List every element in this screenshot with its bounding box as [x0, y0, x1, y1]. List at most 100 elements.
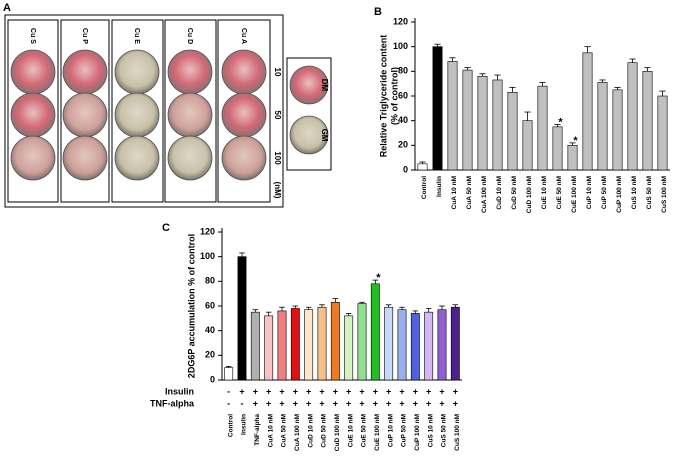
bar	[450, 306, 460, 381]
significance-mark: *	[376, 272, 381, 284]
bar	[417, 163, 428, 171]
bar	[264, 315, 274, 381]
bar	[344, 315, 354, 381]
x-tick-label: CuE 10 nM	[347, 414, 354, 447]
bar	[290, 308, 300, 381]
condition-sign: +	[359, 398, 364, 408]
x-tick-label: CuE 10 nM	[541, 176, 548, 209]
y-tick-label: 0	[210, 374, 215, 384]
row-label: 100	[273, 151, 282, 165]
bar	[462, 69, 473, 171]
x-tick-label: CuA 50 nM	[281, 414, 288, 447]
x-tick-label: CuD 100 nM	[334, 414, 341, 451]
x-tick-label: CuS 10 nM	[631, 176, 638, 209]
y-tick-label: 40	[205, 325, 215, 335]
panel-a: A	[3, 2, 332, 208]
y-tick-label: 60	[398, 90, 408, 100]
y-axis-label: (% of control)	[389, 67, 399, 125]
bar	[597, 82, 608, 171]
control-label: DM	[320, 79, 329, 92]
column-label: Cu A	[240, 28, 247, 44]
condition-sign: +	[279, 386, 284, 396]
condition-sign: +	[453, 398, 458, 408]
bar	[304, 309, 314, 381]
bar	[357, 303, 367, 381]
condition-sign: +	[399, 398, 404, 408]
x-tick-label: Insulin	[436, 176, 443, 197]
x-tick-label: CuP 10 nM	[387, 414, 394, 447]
condition-sign: +	[279, 398, 284, 408]
x-tick-label: CuS 100 nM	[661, 176, 668, 213]
bar	[437, 309, 447, 381]
x-tick-label: CuA 100 nM	[294, 414, 301, 451]
condition-sign: +	[453, 386, 458, 396]
condition-sign: +	[333, 386, 338, 396]
y-axis-label: Relative Triglyceride content	[378, 35, 388, 158]
bar	[237, 256, 247, 381]
column-box	[164, 19, 217, 203]
condition-sign: +	[319, 386, 324, 396]
x-tick-label: CuD 10 nM	[307, 414, 314, 448]
condition-sign: +	[306, 398, 311, 408]
condition-sign: +	[426, 398, 431, 408]
bar	[477, 75, 488, 171]
x-tick-label: CuA 10 nM	[451, 176, 458, 209]
condition-sign: +	[386, 386, 391, 396]
column-box	[7, 19, 59, 203]
x-tick-label: Insulin	[241, 414, 248, 435]
y-tick-label: 0	[403, 164, 408, 174]
y-tick-label: 60	[205, 300, 215, 310]
bar	[492, 79, 503, 171]
panel-label: B	[374, 6, 382, 18]
column-label: Cu D	[186, 28, 193, 44]
bar	[567, 145, 578, 171]
condition-sign: -	[227, 386, 230, 396]
bar	[224, 367, 234, 381]
bar	[522, 120, 533, 171]
bar	[432, 46, 443, 171]
panel-frame	[4, 14, 284, 208]
bar	[330, 301, 340, 381]
column-box	[111, 19, 164, 203]
condition-sign: +	[439, 398, 444, 408]
x-tick-label: CuD 10 nM	[496, 176, 503, 210]
y-tick-label: 20	[205, 350, 215, 360]
x-tick-label: CuP 100 nM	[414, 414, 421, 451]
bar	[317, 306, 327, 381]
condition-sign: +	[413, 398, 418, 408]
x-tick-label: CuA 10 nM	[267, 414, 274, 447]
row-label: 50	[273, 111, 282, 120]
bar	[612, 89, 623, 171]
condition-sign: +	[346, 398, 351, 408]
bar	[657, 95, 668, 171]
bar	[642, 71, 653, 171]
condition-sign: +	[413, 386, 418, 396]
condition-sign: +	[426, 386, 431, 396]
condition-sign: +	[373, 386, 378, 396]
column-label: Cu P	[81, 28, 88, 44]
condition-sign: +	[239, 386, 244, 396]
column-box	[60, 19, 110, 203]
condition-sign: +	[346, 386, 351, 396]
panel-label: C	[162, 222, 170, 234]
bar	[397, 309, 407, 381]
condition-sign: +	[439, 386, 444, 396]
bar	[277, 310, 287, 381]
x-tick-label: CuP 10 nM	[586, 176, 593, 209]
y-tick-label: 120	[200, 226, 215, 236]
unit-label: (nM)	[273, 182, 282, 199]
condition-sign: +	[293, 398, 298, 408]
condition-sign: +	[293, 386, 298, 396]
bar	[370, 283, 380, 381]
y-tick-label: 100	[200, 251, 215, 261]
x-tick-label: CuD 100 nM	[526, 176, 533, 213]
panel-label: A	[3, 2, 11, 14]
x-tick-label: CuE 50 nM	[361, 414, 368, 447]
condition-sign: -	[241, 398, 244, 408]
condition-sign: +	[386, 398, 391, 408]
bar	[537, 85, 548, 171]
x-tick-label: Control	[227, 414, 234, 437]
x-tick-label: Control	[421, 176, 428, 199]
wells	[10, 49, 329, 181]
